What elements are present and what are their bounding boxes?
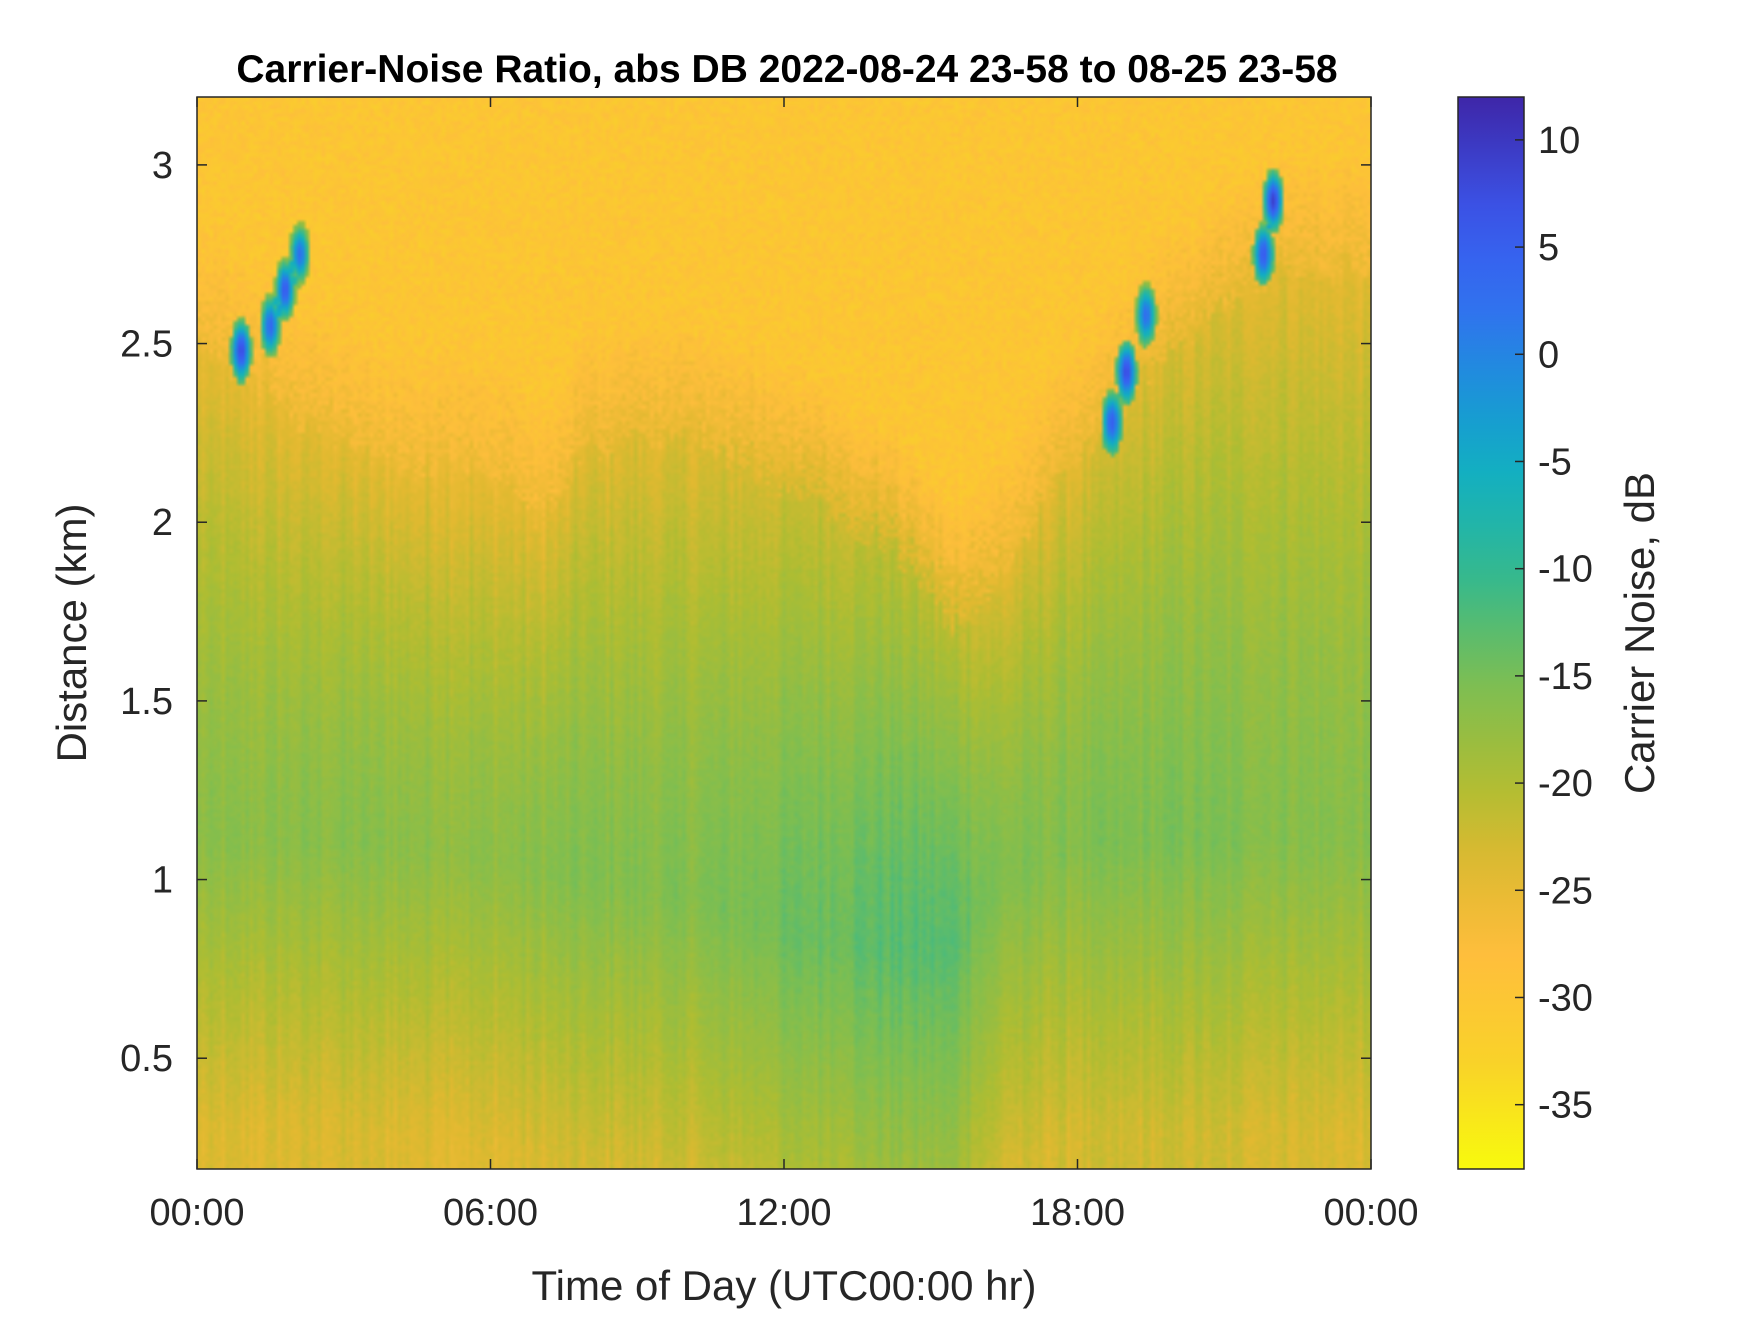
colorbar-tick-label: 5 — [1538, 227, 1559, 269]
y-tick-label: 2.5 — [120, 324, 173, 366]
y-axis-title: Distance (km) — [48, 503, 95, 762]
colorbar-gradient — [1457, 96, 1525, 1170]
x-axis-title: Time of Day (UTC00:00 hr) — [532, 1262, 1037, 1309]
colorbar-tick-label: -10 — [1538, 549, 1593, 591]
heatmap-plot-area — [196, 96, 1372, 1170]
x-tick-label: 00:00 — [149, 1192, 244, 1234]
colorbar-tick-label: -35 — [1538, 1085, 1593, 1127]
y-tick-label: 1.5 — [120, 681, 173, 723]
x-tick-label: 12:00 — [736, 1192, 831, 1234]
colorbar-tick-label: -15 — [1538, 656, 1593, 698]
colorbar-tick-label: -20 — [1538, 763, 1593, 805]
colorbar-tick-label: -5 — [1538, 441, 1572, 483]
y-tick-label: 2 — [152, 502, 173, 544]
heatmap-image — [197, 97, 1371, 1169]
y-tick-label: 0.5 — [120, 1038, 173, 1080]
x-tick-label: 00:00 — [1323, 1192, 1418, 1234]
y-axis: 0.5 1 1.5 2 2.5 3 — [120, 145, 1371, 1080]
colorbar-tick-label: 10 — [1538, 120, 1580, 162]
colorbar-tick-label: -25 — [1538, 870, 1593, 912]
colorbar-title: Carrier Noise, dB — [1616, 472, 1663, 794]
colorbar-ticks: 10 5 0 -5 -10 -15 -20 -25 -30 -35 — [1515, 120, 1593, 1127]
y-tick-label: 1 — [152, 860, 173, 902]
colorbar: 10 5 0 -5 -10 -15 -20 -25 -30 -35 Carrier Noise, … — [1457, 96, 1663, 1170]
colorbar-tick-label: -30 — [1538, 977, 1593, 1019]
x-axis: 00:00 06:00 12:00 18:00 00:00 — [149, 97, 1419, 1234]
x-tick-label: 18:00 — [1030, 1192, 1125, 1234]
colorbar-tick-label: 0 — [1538, 334, 1559, 376]
x-tick-label: 06:00 — [443, 1192, 538, 1234]
y-tick-label: 3 — [152, 145, 173, 187]
chart-title: Carrier-Noise Ratio, abs DB 2022-08-24 2… — [236, 48, 1337, 91]
